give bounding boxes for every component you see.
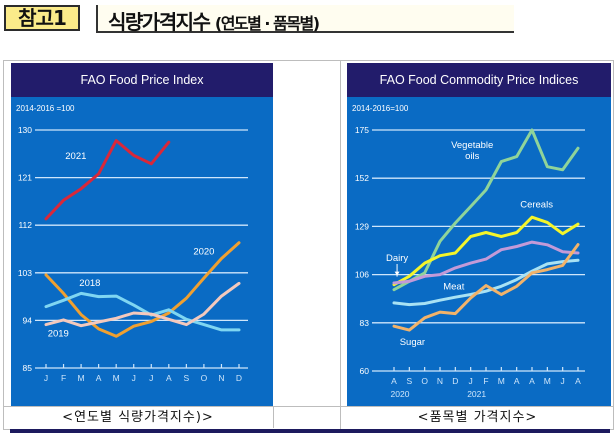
x-tick-label: M — [498, 376, 505, 386]
series-line-vegetable-oils — [392, 128, 580, 292]
caption-yearly: <연도별 식량가격지수)> — [62, 410, 214, 425]
series-line-2019 — [44, 281, 241, 328]
series-label: Cereals — [520, 200, 553, 211]
series-line-2018 — [44, 291, 241, 332]
series-label: Dairy — [386, 253, 408, 264]
chart-panel-yearly: FAO Food Price Index 2014-2016 =100 130 12… — [11, 63, 273, 406]
series-line-2021 — [44, 139, 171, 221]
y-tick-label: 175 — [355, 125, 369, 135]
reference-badge: 참고1 — [4, 5, 80, 31]
y-tick-label: 152 — [355, 173, 369, 183]
year-label: 2020 — [391, 389, 410, 399]
series-line-2020 — [44, 241, 241, 338]
x-tick-label: A — [96, 373, 102, 383]
x-tick-label: S — [184, 373, 190, 383]
chart-title: FAO Food Price Index — [11, 63, 273, 97]
title-box: 식량가격지수 (연도별 · 품목별) — [96, 5, 514, 35]
x-tick-label: J — [561, 376, 565, 386]
chart-title: FAO Food Commodity Price Indices — [347, 63, 611, 97]
year-label: 2021 — [467, 389, 486, 399]
y-tick-label: 112 — [18, 220, 32, 230]
series-label: 2021 — [65, 151, 86, 162]
x-tick-label: A — [529, 376, 535, 386]
row-divider — [3, 406, 614, 407]
x-tick-label: A — [166, 373, 172, 383]
x-tick-label: F — [61, 373, 66, 383]
header-bar: 참고1 식량가격지수 (연도별 · 품목별) — [0, 0, 616, 40]
title-subtitle: (연도별 · 품목별) — [214, 14, 320, 33]
x-tick-label: J — [149, 373, 153, 383]
y-tick-label: 121 — [18, 173, 32, 183]
x-tick-label: S — [406, 376, 412, 386]
title-main: 식량가격지수 — [108, 10, 211, 34]
x-tick-label: D — [452, 376, 458, 386]
y-tick-label: 130 — [18, 125, 32, 135]
column-divider-caption — [273, 406, 274, 428]
x-tick-label: J — [44, 373, 48, 383]
page-title: 식량가격지수 (연도별 · 품목별) — [108, 6, 320, 35]
y-tick-label: 129 — [355, 221, 369, 231]
series-label: Meat — [443, 281, 464, 292]
x-tick-label: O — [201, 373, 208, 383]
dairy-arrow-icon — [394, 271, 400, 276]
x-tick-label: J — [132, 373, 136, 383]
y-tick-label: 103 — [18, 268, 32, 278]
x-tick-label: N — [218, 373, 224, 383]
x-tick-label: D — [236, 373, 242, 383]
x-tick-label: M — [113, 373, 120, 383]
series-label: Sugar — [400, 337, 425, 348]
series-label: 2019 — [48, 328, 69, 339]
series-label: oils — [465, 151, 480, 162]
series-label: Vegetable — [451, 140, 493, 151]
x-tick-label: N — [437, 376, 443, 386]
chart-subtitle: 2014-2016 =100 — [16, 104, 75, 113]
x-tick-label: M — [78, 373, 85, 383]
x-tick-label: A — [575, 376, 581, 386]
y-tick-label: 60 — [360, 366, 370, 376]
x-tick-label: F — [483, 376, 488, 386]
x-tick-label: J — [469, 376, 473, 386]
series-line-cereals — [392, 215, 580, 287]
y-tick-label: 106 — [355, 270, 369, 280]
y-tick-label: 94 — [23, 315, 33, 325]
series-label: 2020 — [193, 246, 214, 257]
series-line-meat — [392, 258, 580, 307]
chart-subtitle: 2014-2016=100 — [352, 104, 409, 113]
x-tick-label: A — [391, 376, 397, 386]
caption-commodity: <품목별 가격지수> — [417, 410, 538, 425]
bottom-bar — [10, 429, 610, 433]
column-divider — [340, 60, 341, 430]
y-tick-label: 85 — [23, 363, 33, 373]
x-tick-label: M — [544, 376, 551, 386]
chart-yearly-svg: 2014-2016 =100 130 121 112 103 94 85 J F M A M J J A S O… — [16, 104, 248, 383]
x-tick-label: O — [421, 376, 428, 386]
chart-panel-commodity: FAO Food Commodity Price Indices 2014-20… — [347, 63, 611, 406]
x-tick-label: A — [514, 376, 520, 386]
series-label: 2018 — [79, 278, 100, 289]
y-tick-label: 83 — [360, 318, 370, 328]
